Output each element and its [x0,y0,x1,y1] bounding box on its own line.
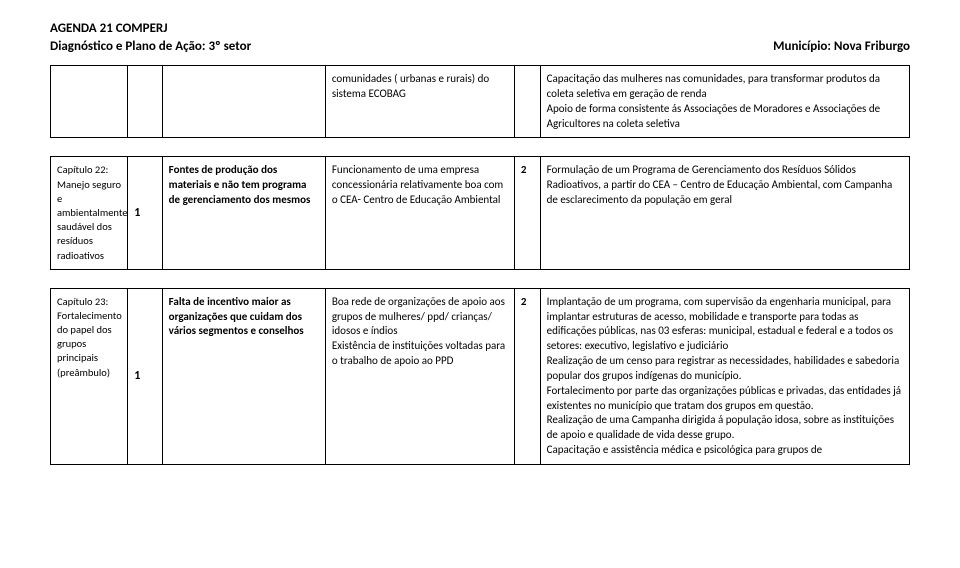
cell-col5: Capacitação das mulheres nas comunidades… [540,66,909,138]
cell-col2 [162,66,325,138]
text-line: Apoio de forma consistente ás Associaçõe… [547,102,903,132]
cell-col3: comunidades ( urbanas e rurais) do siste… [325,66,514,138]
cell-index: 1 [128,288,162,464]
text-line: Formulação de um Programa de Gerenciamen… [547,163,903,208]
text-line: Realização de um censo para registrar as… [547,354,903,384]
table-segment-3: Capítulo 23: Fortalecimento do papel dos… [50,288,910,465]
table-row: comunidades ( urbanas e rurais) do siste… [51,66,910,138]
cell-col3: Funcionamento de uma empresa concessioná… [325,157,514,269]
cell-col4: 2 [514,288,540,464]
header-left: AGENDA 21 COMPERJ Diagnóstico e Plano de… [50,20,251,55]
cell-col2: Fontes de produção dos materiais e não t… [162,157,325,269]
cell-index [128,66,162,138]
text-line: Fortalecimento por parte das organizaçõe… [547,384,903,414]
cell-col3: Boa rede de organizações de apoio aos gr… [325,288,514,464]
header-title-2: Diagnóstico e Plano de Ação: 3º setor [50,38,251,56]
cell-chapter: Capítulo 22: Manejo seguro e ambientalme… [51,157,128,269]
cell-col4 [514,66,540,138]
header-title-1: AGENDA 21 COMPERJ [50,20,251,38]
municipio-label: Município: Nova Friburgo [773,39,910,54]
cell-col5: Implantação de um programa, com supervis… [540,288,909,464]
cell-col2: Falta de incentivo maior as organizações… [162,288,325,464]
text-line: Capacitação e assistência médica e psico… [547,443,903,458]
table-row: Capítulo 22: Manejo seguro e ambientalme… [51,157,910,269]
table-row: Capítulo 23: Fortalecimento do papel dos… [51,288,910,464]
text-line: Realização de uma Campanha dirigida á po… [547,413,903,443]
cell-index: 1 [128,157,162,269]
cell-col4: 2 [514,157,540,269]
cell-chapter: Capítulo 23: Fortalecimento do papel dos… [51,288,128,464]
text-line: Capacitação das mulheres nas comunidades… [547,72,903,102]
header-right: Município: Nova Friburgo [773,38,910,56]
text-line: Implantação de um programa, com supervis… [547,295,903,354]
cell-col5: Formulação de um Programa de Gerenciamen… [540,157,909,269]
cell-chapter [51,66,128,138]
table-segment-1: comunidades ( urbanas e rurais) do siste… [50,65,910,138]
table-segment-2: Capítulo 22: Manejo seguro e ambientalme… [50,156,910,269]
page-header: AGENDA 21 COMPERJ Diagnóstico e Plano de… [50,20,910,55]
